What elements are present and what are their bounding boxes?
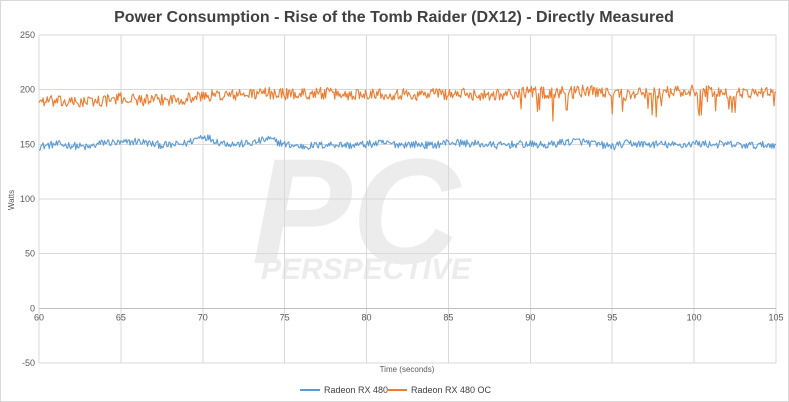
legend-label-radeon-rx-480: Radeon RX 480 <box>324 385 388 395</box>
x-tick-label: 100 <box>687 312 702 322</box>
watermark-logo: PC <box>252 127 463 295</box>
series-line-radeon-rx-480 <box>38 134 776 151</box>
legend-label-radeon-rx-480-oc: Radeon RX 480 OC <box>411 385 492 395</box>
chart-title: Power Consumption - Rise of the Tomb Rai… <box>114 9 674 26</box>
y-tick-label: 200 <box>20 85 35 95</box>
y-tick-label: 100 <box>20 194 35 204</box>
y-tick-label: -50 <box>22 358 35 368</box>
series-line-radeon-rx-480-oc <box>38 84 777 122</box>
axis-tick-labels: -50 0 50 100 150 200 250 60 65 70 75 80 85 90 95 100 105 <box>20 30 784 368</box>
y-tick-label: 250 <box>20 30 35 40</box>
y-tick-label: 0 <box>30 303 35 313</box>
x-tick-label: 70 <box>198 312 208 322</box>
x-tick-label: 90 <box>525 312 535 322</box>
x-tick-label: 60 <box>34 312 44 322</box>
legend: Radeon RX 480 Radeon RX 480 OC <box>300 385 492 395</box>
gridlines <box>38 34 777 364</box>
x-tick-label: 105 <box>768 312 783 322</box>
x-tick-label: 80 <box>362 312 372 322</box>
x-tick-label: 75 <box>280 312 290 322</box>
x-tick-label: 95 <box>607 312 617 322</box>
x-tick-label: 85 <box>443 312 453 322</box>
y-tick-label: 50 <box>25 249 35 259</box>
x-tick-label: 65 <box>116 312 126 322</box>
x-axis-label: Time (seconds) <box>380 365 435 374</box>
series-lines <box>38 84 777 151</box>
y-axis-label: Watts <box>7 190 16 210</box>
y-tick-label: 150 <box>20 139 35 149</box>
